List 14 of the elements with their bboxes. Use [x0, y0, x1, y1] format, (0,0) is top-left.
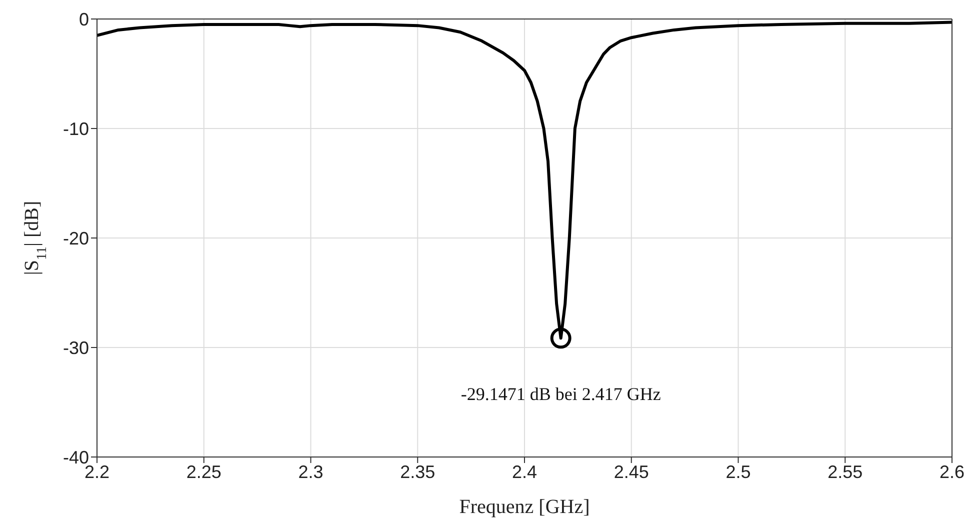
annotation: -29.1471 dB bei 2.417 GHz	[460, 384, 661, 404]
y-tick-label: -30	[62, 338, 89, 358]
x-axis-title: Frequenz [GHz]	[459, 496, 590, 518]
x-tick-label: 2.4	[512, 462, 538, 482]
x-tick-label: 2.35	[400, 462, 436, 482]
y-tick-label: -20	[62, 228, 89, 248]
x-tick-label: 2.5	[726, 462, 751, 482]
x-tick-label: 2.25	[186, 462, 222, 482]
y-tick-label: 0	[78, 9, 89, 30]
x-tick-label: 2.3	[298, 462, 324, 482]
x-tick-label: 2.55	[828, 462, 863, 482]
x-tick-label: 2.45	[614, 462, 649, 482]
y-tick-label: -10	[62, 118, 89, 139]
x-tick-label: 2.6	[939, 462, 965, 482]
